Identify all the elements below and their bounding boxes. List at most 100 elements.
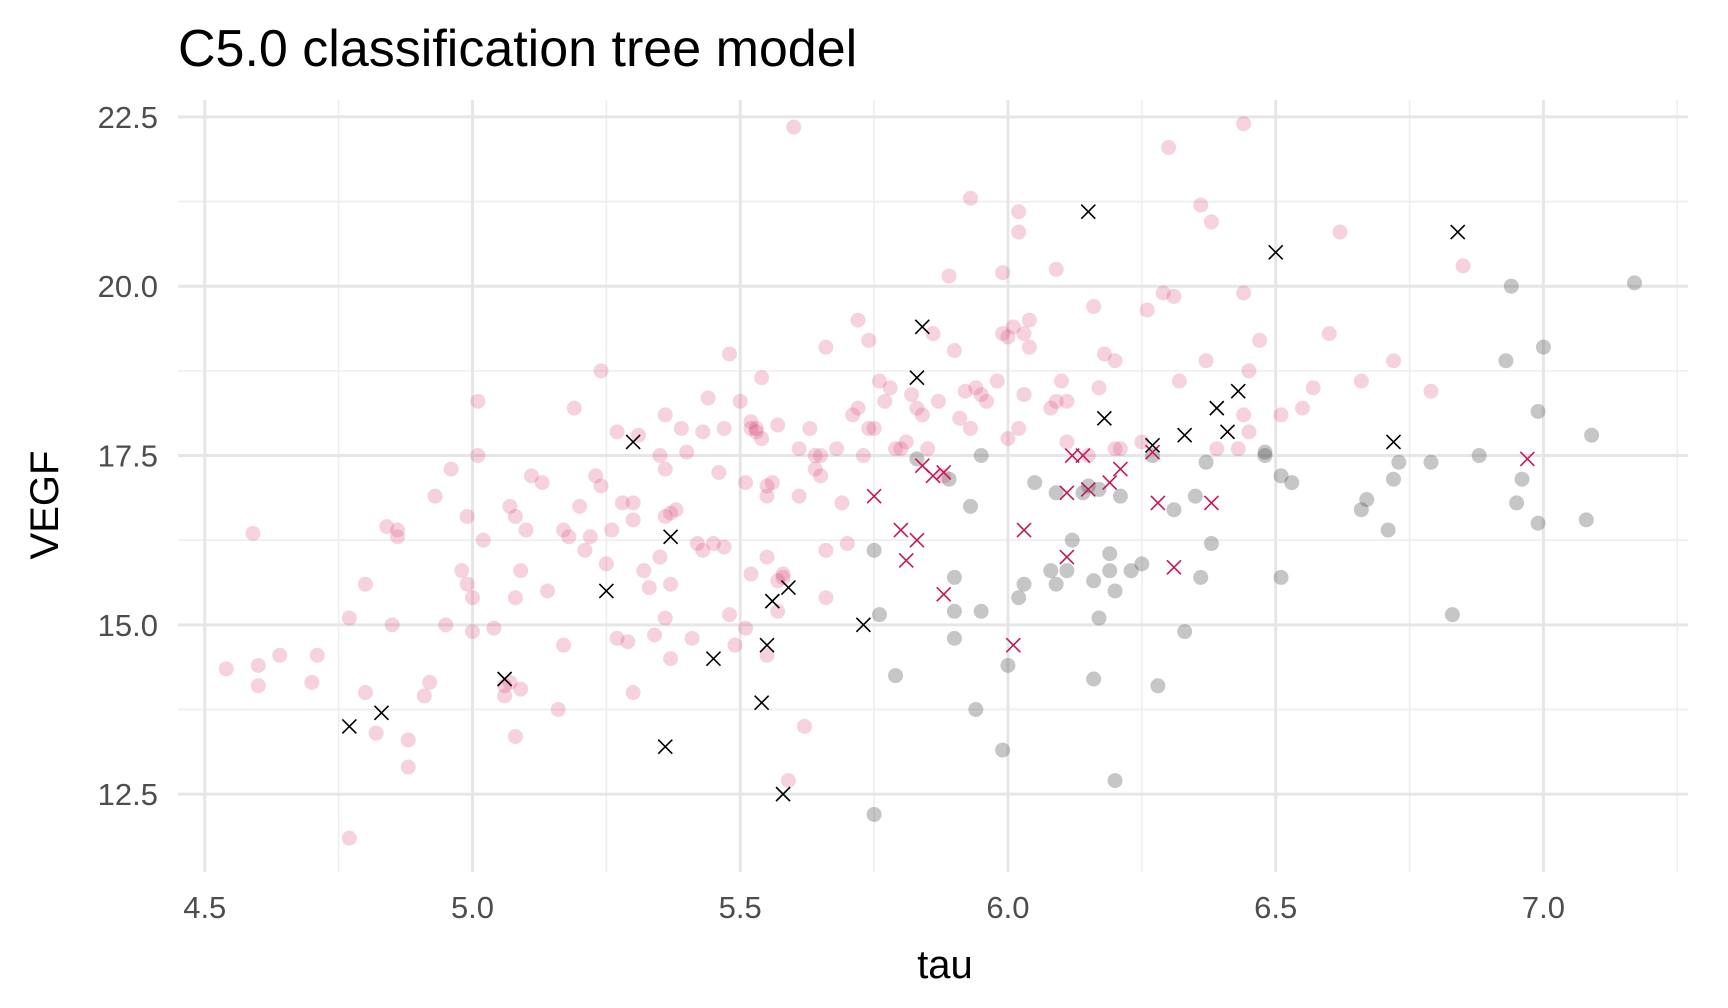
data-point xyxy=(523,468,539,484)
data-point xyxy=(1096,346,1112,362)
data-point xyxy=(1380,522,1396,538)
data-point xyxy=(807,448,823,464)
data-point xyxy=(786,119,802,135)
data-point xyxy=(1423,383,1439,399)
data-point xyxy=(1273,407,1289,423)
data-point-x xyxy=(909,532,925,548)
y-tick-label: 20.0 xyxy=(98,269,158,304)
data-point xyxy=(416,688,432,704)
data-point xyxy=(1236,407,1252,423)
data-point xyxy=(1027,475,1043,491)
data-point xyxy=(652,549,668,565)
x-tick-label: 7.0 xyxy=(1522,890,1565,925)
data-point xyxy=(1112,488,1128,504)
data-point xyxy=(764,475,780,491)
data-point xyxy=(1241,424,1257,440)
data-point xyxy=(465,590,481,606)
data-point xyxy=(871,607,887,623)
data-point xyxy=(759,488,775,504)
data-point xyxy=(909,451,925,467)
y-axis-title: VEGF xyxy=(23,451,67,560)
data-point xyxy=(936,468,952,484)
data-point xyxy=(995,265,1011,281)
data-point xyxy=(689,536,705,552)
data-point xyxy=(582,529,598,545)
data-point xyxy=(995,742,1011,758)
data-point xyxy=(400,732,416,748)
data-point xyxy=(791,441,807,457)
data-point xyxy=(1102,563,1118,579)
data-point-x xyxy=(898,552,914,569)
data-point xyxy=(716,539,732,555)
data-point xyxy=(770,573,786,589)
data-point xyxy=(1059,434,1075,450)
data-point xyxy=(1535,339,1551,355)
y-tick-label: 12.5 xyxy=(98,777,158,812)
data-point xyxy=(695,424,711,440)
data-point-x xyxy=(1150,495,1166,511)
data-point xyxy=(979,393,995,409)
data-point-x xyxy=(1096,410,1112,426)
data-point xyxy=(920,441,936,457)
data-point xyxy=(609,424,625,440)
data-point xyxy=(1187,488,1203,504)
data-point xyxy=(818,590,834,606)
data-point xyxy=(1530,515,1546,531)
data-point xyxy=(475,532,491,548)
data-point xyxy=(556,522,572,538)
data-point xyxy=(657,407,673,423)
data-point xyxy=(663,505,679,521)
data-point xyxy=(871,373,887,389)
data-point xyxy=(722,607,738,623)
data-point-x xyxy=(1144,444,1161,460)
data-point xyxy=(743,420,759,436)
data-point xyxy=(1043,400,1059,416)
data-point xyxy=(1471,448,1487,464)
data-point-x xyxy=(1203,495,1220,511)
data-point xyxy=(1091,481,1107,497)
x-tick-label: 5.5 xyxy=(719,890,762,925)
data-point xyxy=(1000,329,1016,345)
data-point-x xyxy=(1075,447,1091,464)
data-point xyxy=(775,566,791,582)
data-point xyxy=(711,464,727,480)
data-point xyxy=(502,498,518,514)
data-point xyxy=(668,502,684,518)
data-point xyxy=(272,647,288,663)
x-axis-title: tau xyxy=(917,943,973,987)
data-point xyxy=(422,674,438,690)
data-point xyxy=(968,701,984,717)
y-tick-label: 17.5 xyxy=(98,439,158,474)
data-point xyxy=(695,542,711,558)
data-point xyxy=(1353,502,1369,518)
data-point xyxy=(738,620,754,636)
data-point xyxy=(513,563,529,579)
data-point xyxy=(818,339,834,355)
data-point xyxy=(813,468,829,484)
data-points xyxy=(218,116,1642,846)
data-point-x xyxy=(866,488,882,504)
data-point xyxy=(759,549,775,565)
data-point xyxy=(855,448,871,464)
data-point xyxy=(1530,404,1546,420)
data-point xyxy=(1107,583,1123,599)
data-point xyxy=(1043,563,1059,579)
data-point xyxy=(534,475,550,491)
data-point xyxy=(497,688,513,704)
data-point xyxy=(427,488,443,504)
data-point xyxy=(861,420,877,436)
data-point xyxy=(507,590,523,606)
data-point xyxy=(1193,197,1209,213)
data-point xyxy=(593,363,609,379)
data-point xyxy=(1423,454,1439,470)
data-point xyxy=(1091,610,1107,626)
data-point xyxy=(748,424,764,440)
data-point xyxy=(652,448,668,464)
data-point xyxy=(1353,373,1369,389)
data-point xyxy=(390,522,406,538)
data-point-x xyxy=(1519,451,1535,467)
data-point-x xyxy=(1080,204,1096,220)
data-point xyxy=(368,725,384,741)
data-point xyxy=(1578,512,1594,528)
data-point xyxy=(1102,546,1118,562)
